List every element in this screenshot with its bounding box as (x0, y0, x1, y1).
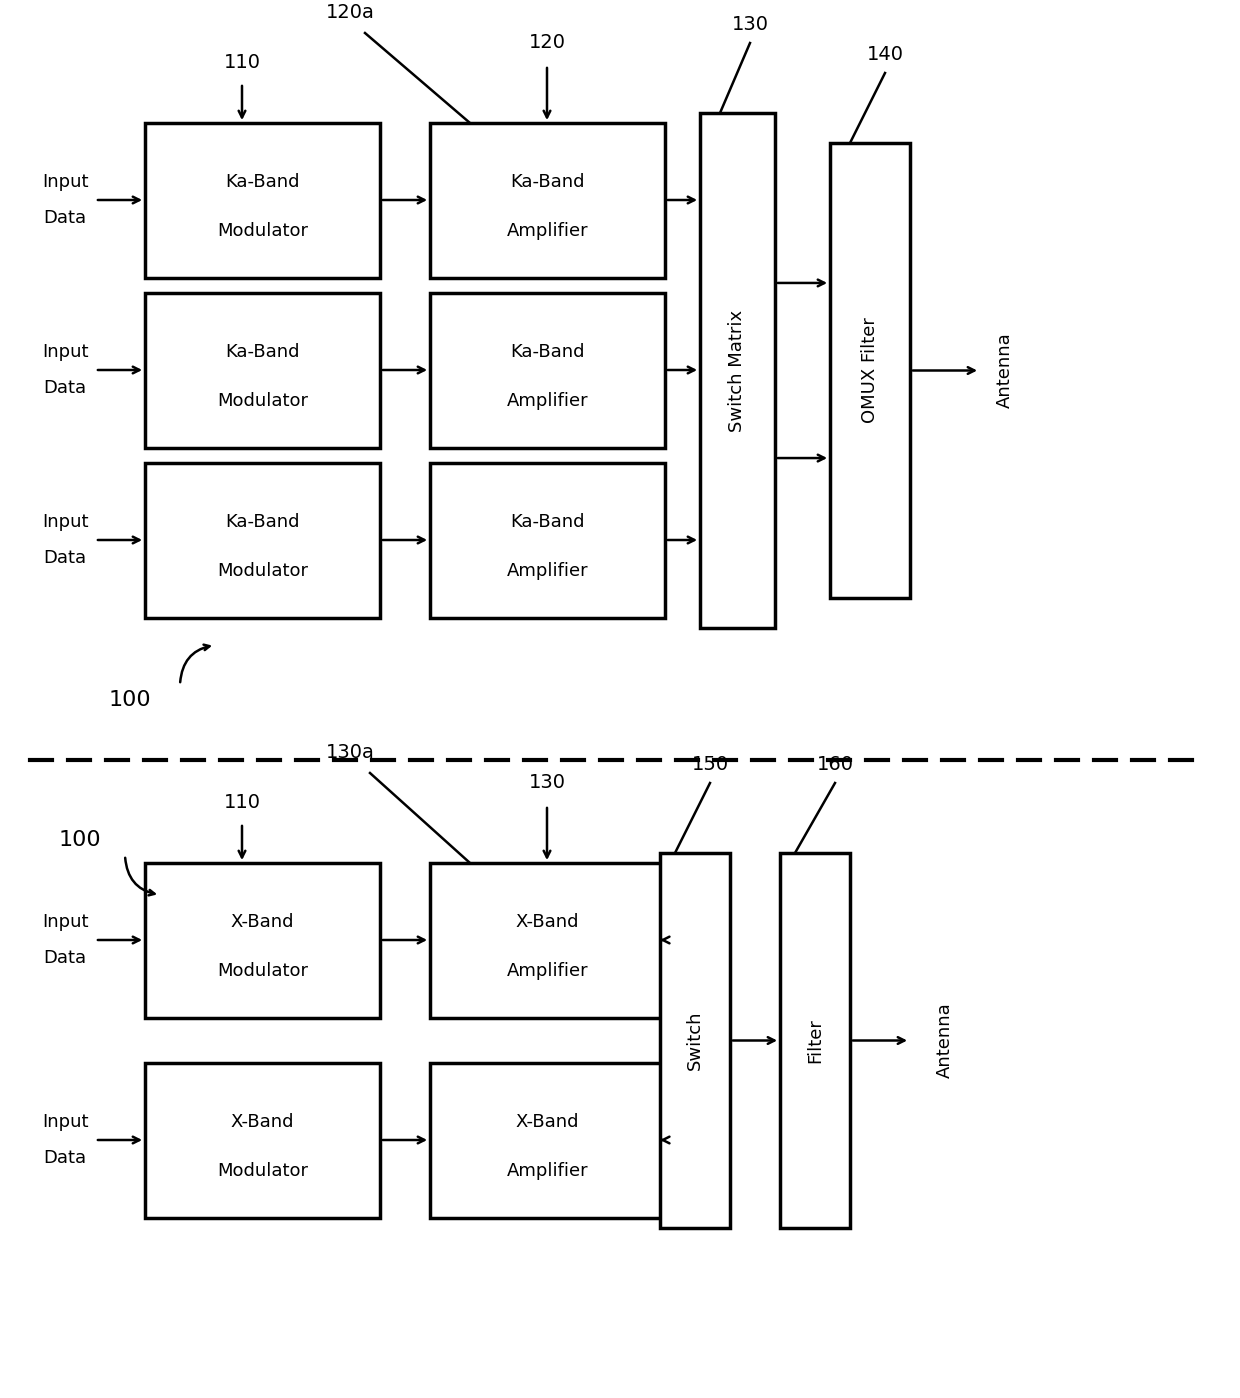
Text: Modulator: Modulator (217, 962, 308, 980)
Bar (145, 463, 379, 618)
Text: 100: 100 (109, 691, 151, 710)
Text: 130: 130 (732, 15, 769, 35)
Bar (145, 1062, 379, 1218)
Text: 120a: 120a (326, 4, 374, 22)
Bar (701, 113, 775, 628)
Text: Ka-Band: Ka-Band (226, 343, 300, 361)
Text: 110: 110 (223, 794, 260, 812)
Bar (830, 143, 910, 598)
Bar (430, 1062, 665, 1218)
Text: Modulator: Modulator (217, 222, 308, 240)
Bar (430, 463, 665, 618)
Text: 120: 120 (528, 34, 565, 53)
Text: Ka-Band: Ka-Band (226, 513, 300, 531)
Bar (430, 123, 665, 278)
Text: 100: 100 (58, 830, 102, 850)
Text: Antenna: Antenna (996, 333, 1014, 408)
Text: Input: Input (42, 1113, 88, 1131)
Text: Data: Data (43, 549, 87, 568)
Bar (430, 863, 665, 1018)
Bar (145, 123, 379, 278)
Text: Amplifier: Amplifier (507, 393, 588, 411)
Text: Switch Matrix: Switch Matrix (729, 309, 746, 432)
Bar (145, 863, 379, 1018)
Text: Input: Input (42, 513, 88, 531)
Text: Ka-Band: Ka-Band (510, 343, 585, 361)
Text: 160: 160 (816, 755, 853, 774)
Text: Switch: Switch (686, 1011, 704, 1071)
Text: 140: 140 (867, 46, 904, 64)
Text: X-Band: X-Band (516, 913, 579, 931)
Text: Modulator: Modulator (217, 393, 308, 411)
Text: 150: 150 (692, 755, 729, 774)
Text: Data: Data (43, 1149, 87, 1167)
Bar (780, 853, 849, 1227)
Text: Amplifier: Amplifier (507, 962, 588, 980)
Bar (660, 853, 730, 1227)
Text: Modulator: Modulator (217, 562, 308, 580)
Bar (145, 294, 379, 447)
Text: X-Band: X-Band (516, 1113, 579, 1131)
Text: OMUX Filter: OMUX Filter (861, 317, 879, 424)
Text: 130: 130 (528, 773, 565, 793)
Text: Input: Input (42, 343, 88, 361)
Text: Modulator: Modulator (217, 1163, 308, 1180)
Text: Ka-Band: Ka-Band (510, 173, 585, 192)
Text: Data: Data (43, 208, 87, 226)
Text: X-Band: X-Band (231, 1113, 294, 1131)
Text: Data: Data (43, 949, 87, 967)
Text: 110: 110 (223, 53, 260, 73)
Text: Amplifier: Amplifier (507, 1163, 588, 1180)
Text: Filter: Filter (806, 1018, 825, 1062)
Text: Input: Input (42, 173, 88, 192)
Text: 130a: 130a (326, 744, 374, 762)
Text: Ka-Band: Ka-Band (510, 513, 585, 531)
Text: Antenna: Antenna (936, 1002, 954, 1078)
Text: Data: Data (43, 379, 87, 397)
Text: Amplifier: Amplifier (507, 222, 588, 240)
Text: Input: Input (42, 913, 88, 931)
Text: X-Band: X-Band (231, 913, 294, 931)
Text: Ka-Band: Ka-Band (226, 173, 300, 192)
Bar (430, 294, 665, 447)
Text: Amplifier: Amplifier (507, 562, 588, 580)
